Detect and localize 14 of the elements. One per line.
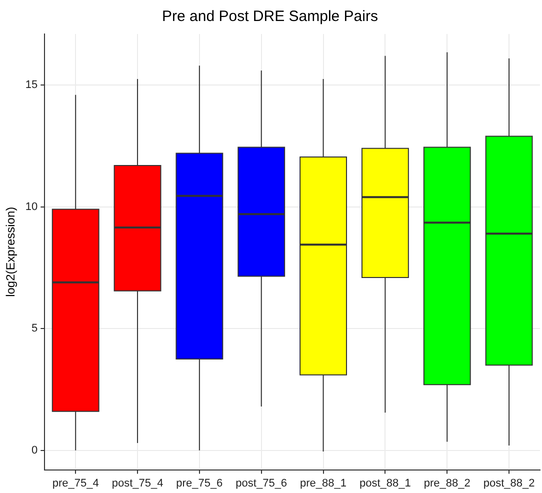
- x-tick-label: post_88_2: [483, 477, 535, 490]
- x-tick-label: pre_75_4: [52, 477, 99, 490]
- y-tick-label: 5: [32, 322, 38, 335]
- x-tick-label: post_75_4: [112, 477, 164, 490]
- x-tick-label: post_75_6: [236, 477, 288, 490]
- y-tick-label: 0: [32, 444, 38, 456]
- x-tick-label: post_88_1: [360, 477, 411, 490]
- y-tick-label: 15: [25, 79, 38, 92]
- y-axis-title: log2(Expression): [4, 206, 18, 297]
- x-tick-label: pre_75_6: [176, 477, 223, 490]
- x-tick-label: pre_88_2: [424, 477, 470, 490]
- chart-title: Pre and Post DRE Sample Pairs: [162, 8, 378, 26]
- x-tick-label: pre_88_1: [300, 477, 347, 490]
- y-tick-label: 10: [25, 200, 38, 213]
